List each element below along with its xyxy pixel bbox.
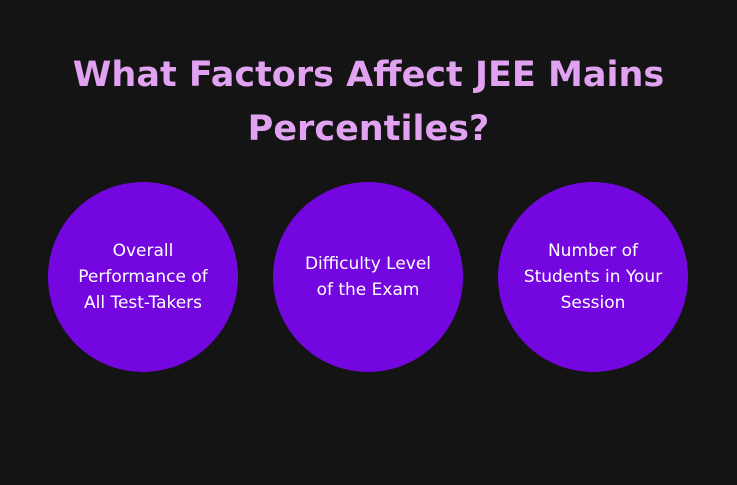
- factor-circle: Overall Performance of All Test-Takers: [48, 182, 238, 372]
- factor-circle: Difficulty Level of the Exam: [273, 182, 463, 372]
- factor-label: Number of Students in Your Session: [523, 241, 663, 313]
- factor-label: Difficulty Level of the Exam: [304, 254, 432, 300]
- factor-circle: Number of Students in Your Session: [498, 182, 688, 372]
- title: What Factors Affect JEE Mains Percentile…: [72, 55, 665, 149]
- factor-label: Overall Performance of All Test-Takers: [78, 241, 208, 313]
